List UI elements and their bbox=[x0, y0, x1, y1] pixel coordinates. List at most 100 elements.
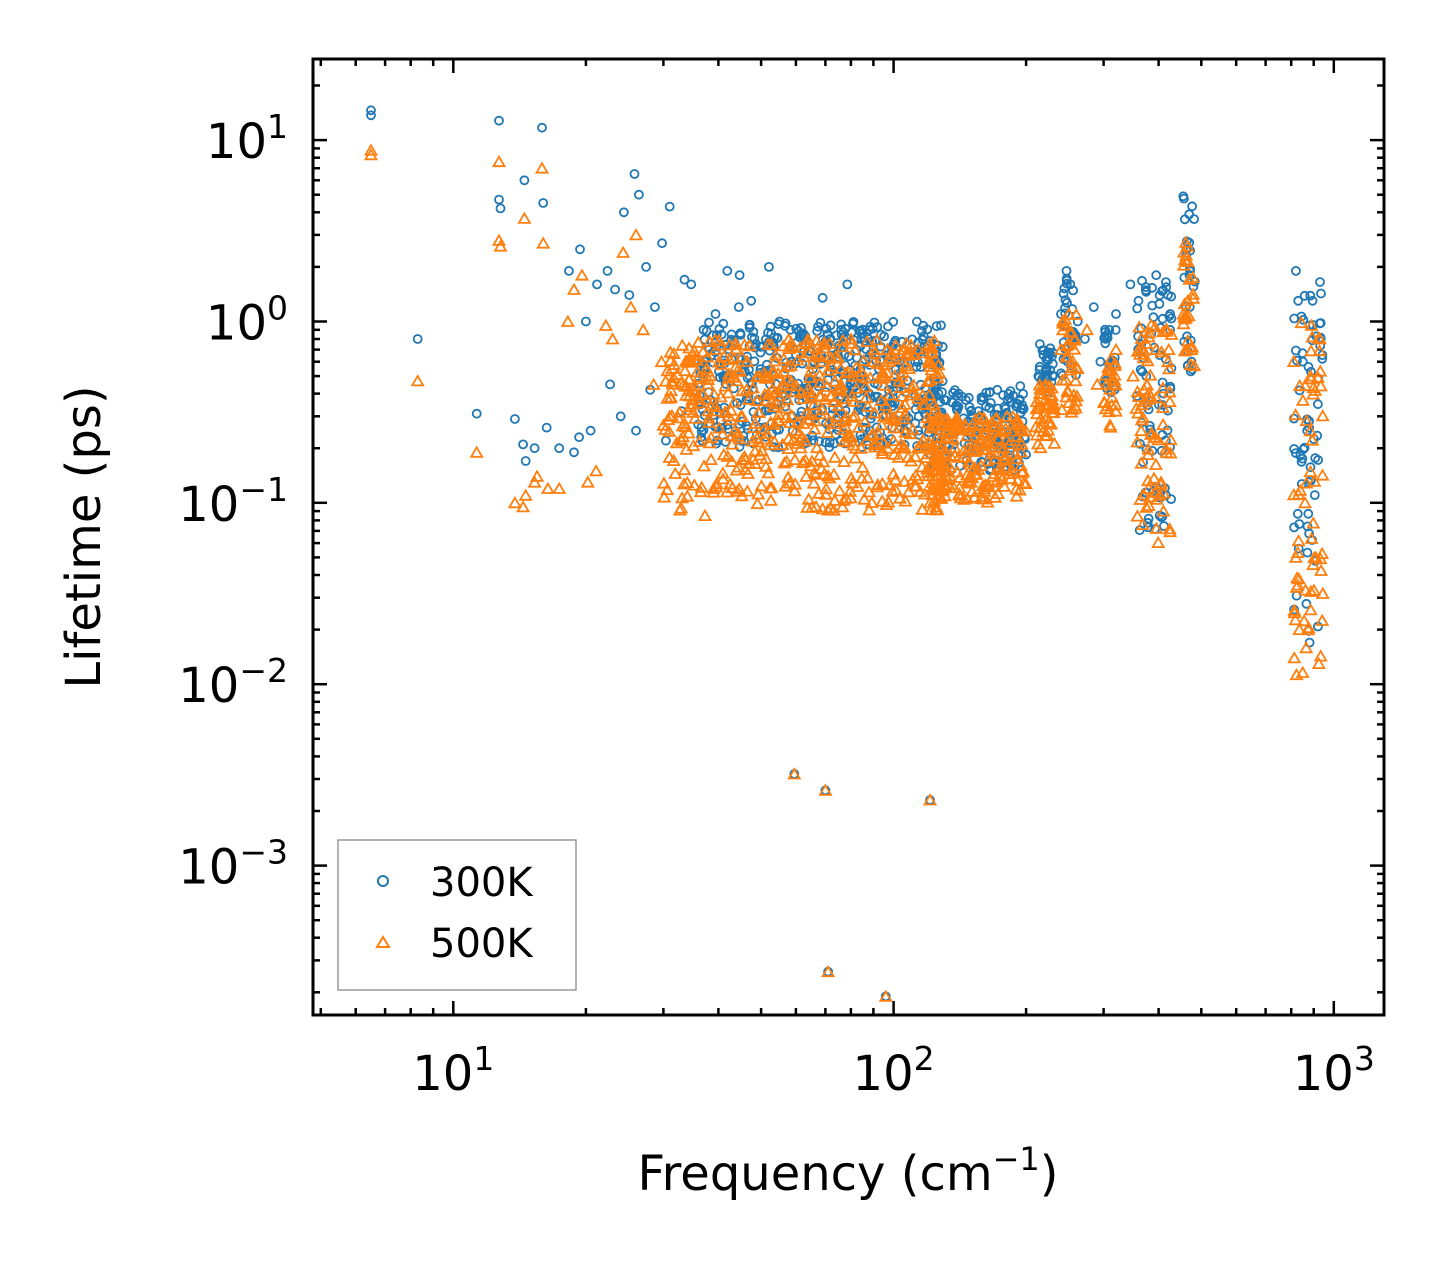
point-500k-band0-550 bbox=[738, 462, 753, 475]
point-500k-band1-117 bbox=[933, 413, 948, 427]
point-500k-43 bbox=[828, 409, 844, 422]
point-500k-44 bbox=[839, 366, 854, 379]
point-500k-17 bbox=[560, 314, 575, 327]
point-500k-band1-165 bbox=[1009, 482, 1024, 495]
point-300k-band7-7 bbox=[1294, 519, 1305, 529]
data-points bbox=[363, 105, 1330, 1002]
point-500k-39 bbox=[775, 377, 790, 390]
point-300k-band7-42 bbox=[1289, 444, 1299, 454]
point-500k-band1-107 bbox=[947, 448, 962, 461]
point-500k-band0-315 bbox=[798, 434, 813, 447]
point-500k-band0-544 bbox=[749, 370, 764, 383]
point-500k-band1-196 bbox=[934, 430, 949, 443]
point-300k-83 bbox=[1072, 316, 1083, 327]
point-500k-52 bbox=[918, 397, 933, 410]
point-500k-band0-274 bbox=[858, 380, 873, 393]
point-500k-56 bbox=[961, 441, 976, 454]
point-500k-58 bbox=[996, 441, 1011, 454]
point-500k-42 bbox=[815, 354, 830, 368]
point-300k-77 bbox=[1035, 339, 1045, 350]
point-500k-73 bbox=[1160, 354, 1176, 368]
point-500k-band5-31 bbox=[1162, 524, 1178, 538]
point-500k-band7-49 bbox=[1299, 476, 1314, 489]
point-500k-34 bbox=[706, 481, 721, 494]
point-500k-band1-144 bbox=[1015, 466, 1030, 479]
point-500k-band0-27 bbox=[749, 393, 764, 407]
point-500k-band5-48 bbox=[1161, 362, 1177, 375]
point-500k-band0-430 bbox=[737, 338, 752, 351]
point-500k-band3-15 bbox=[1063, 363, 1078, 376]
point-300k-22 bbox=[592, 279, 602, 290]
point-500k-band1-172 bbox=[973, 436, 989, 449]
point-300k-band0-498 bbox=[744, 322, 755, 333]
point-500k-band5-11 bbox=[1141, 498, 1156, 511]
point-500k-band0-564 bbox=[922, 355, 937, 369]
point-500k-band0-240 bbox=[718, 379, 733, 392]
point-500k-band1-104 bbox=[1018, 476, 1033, 490]
point-500k-band0-506 bbox=[708, 333, 723, 346]
point-300k-27 bbox=[629, 169, 640, 179]
point-500k-band0-336 bbox=[761, 466, 776, 479]
point-500k-band1-181 bbox=[978, 478, 993, 491]
point-500k-band0-319 bbox=[838, 392, 853, 405]
point-300k-20 bbox=[574, 432, 584, 443]
point-300k-band0-322 bbox=[863, 333, 874, 344]
point-500k-band0-571 bbox=[670, 367, 685, 380]
point-500k-band0-542 bbox=[883, 408, 898, 421]
point-300k-76 bbox=[1015, 381, 1026, 392]
point-500k-band0-398 bbox=[827, 450, 842, 463]
point-500k-band4-23 bbox=[1098, 368, 1113, 381]
point-500k-band6-1 bbox=[1183, 357, 1198, 370]
point-500k-band0-348 bbox=[692, 391, 707, 404]
point-500k-85 bbox=[922, 793, 938, 806]
point-500k-51 bbox=[908, 449, 923, 462]
point-300k-17 bbox=[569, 447, 579, 458]
point-500k-band0-569 bbox=[667, 357, 682, 370]
point-500k-band7-9 bbox=[1312, 343, 1327, 357]
point-300k-94 bbox=[1165, 309, 1176, 319]
point-300k-band0-491 bbox=[772, 333, 782, 344]
legend-marker-300k bbox=[377, 875, 389, 887]
point-500k-band1-183 bbox=[1012, 434, 1027, 447]
point-500k-band0-446 bbox=[778, 479, 793, 492]
point-500k-band0-405 bbox=[824, 351, 839, 364]
tick-labels: 101 102 103 101 100 10−1 10−2 10−3 bbox=[178, 107, 1375, 1102]
point-500k-41 bbox=[804, 390, 819, 404]
point-300k-band7-57 bbox=[1310, 453, 1321, 464]
point-500k-band0-534 bbox=[810, 340, 825, 353]
point-500k-22 bbox=[598, 318, 613, 331]
point-500k-band0-58 bbox=[887, 410, 902, 423]
point-500k-band2-29 bbox=[1029, 394, 1044, 408]
point-500k-band0-102 bbox=[768, 354, 783, 367]
point-500k-band5-24 bbox=[1163, 432, 1178, 446]
point-500k-band0-163 bbox=[807, 422, 822, 435]
point-500k-band5-55 bbox=[1133, 492, 1148, 505]
legend-frame bbox=[337, 839, 577, 991]
point-500k-band2-37 bbox=[1044, 417, 1059, 430]
point-500k-band7-29 bbox=[1313, 379, 1328, 392]
point-300k-101 bbox=[1297, 356, 1308, 367]
point-500k-band0-41 bbox=[855, 460, 870, 473]
point-500k-band0-194 bbox=[691, 335, 706, 348]
point-500k-band0-400 bbox=[891, 450, 906, 463]
point-500k-band0-220 bbox=[680, 475, 695, 488]
point-500k-band0-260 bbox=[728, 360, 743, 373]
point-300k-band7-50 bbox=[1297, 453, 1308, 464]
point-500k-87 bbox=[878, 989, 893, 1002]
point-500k-band5-65 bbox=[1163, 446, 1178, 459]
point-500k-band0-466 bbox=[771, 413, 786, 426]
point-500k-band0-56 bbox=[727, 395, 742, 408]
point-500k-band1-174 bbox=[1003, 471, 1018, 484]
point-500k-band0-359 bbox=[835, 500, 850, 513]
point-500k-band0-14 bbox=[910, 391, 926, 404]
point-300k-9 bbox=[538, 198, 549, 208]
point-500k-band0-343 bbox=[819, 482, 834, 495]
point-500k-band0-461 bbox=[703, 399, 718, 412]
point-500k-band0-567 bbox=[915, 460, 930, 473]
point-500k-band1-161 bbox=[930, 454, 945, 468]
point-500k-band0-471 bbox=[820, 425, 835, 438]
point-500k-band0-172 bbox=[763, 493, 778, 506]
point-500k-band0-513 bbox=[751, 487, 766, 500]
point-300k-band1-179 bbox=[1021, 449, 1031, 460]
point-500k-band1-198 bbox=[934, 472, 949, 485]
